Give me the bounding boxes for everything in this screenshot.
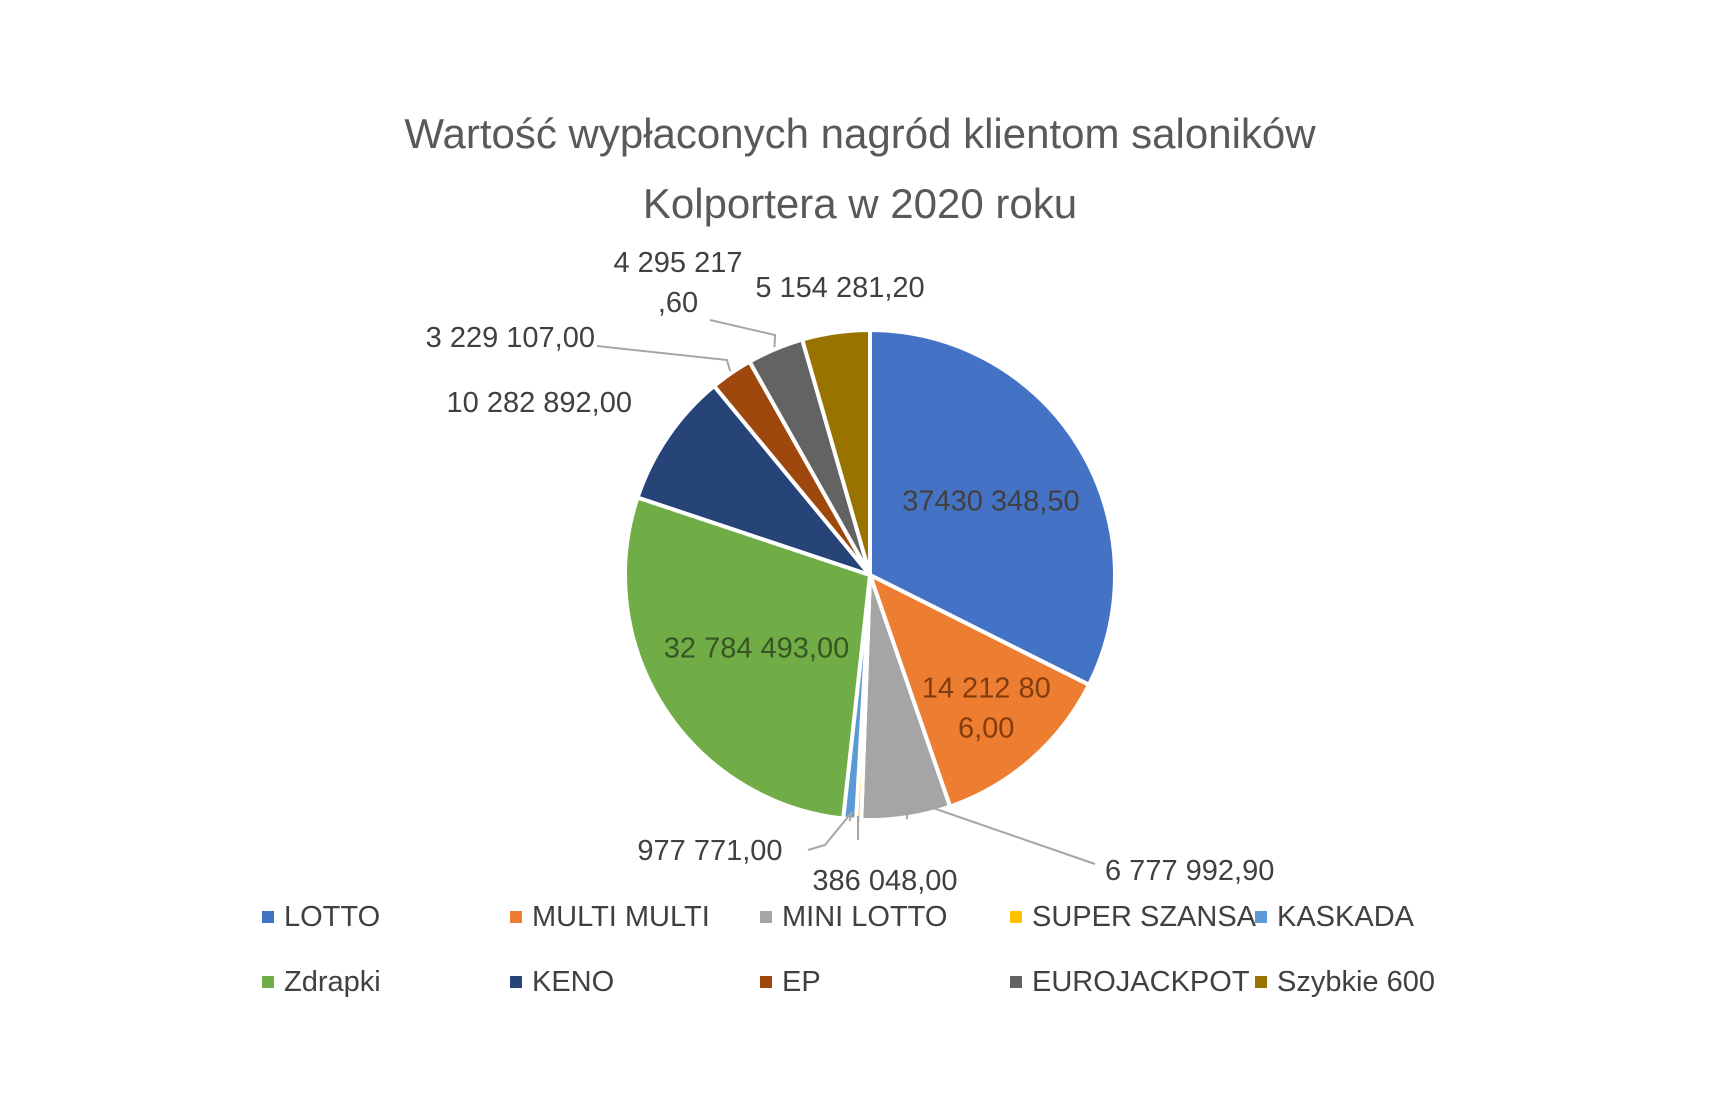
pie-slice-lotto <box>868 328 1117 687</box>
legend-swatch-eurojackpot <box>1010 976 1022 988</box>
leader-lines <box>596 319 1096 865</box>
legend-swatch-keno <box>510 976 522 988</box>
data-label-ep: 3 229 107,00 <box>426 322 595 354</box>
data-label-keno: 10 282 892,00 <box>447 387 632 419</box>
pie-slices <box>623 328 1117 822</box>
data-label-super-szansa: 386 048,00 <box>812 865 957 897</box>
legend-swatch-super-szansa <box>1010 911 1022 923</box>
pie-slice-keno <box>635 383 872 577</box>
data-labels: 37430 348,50 14 212 80 6,00 6 777 992,90 386… <box>426 247 1275 897</box>
data-label-kaskada: 977 771,00 <box>637 835 782 867</box>
leader-line-ep <box>596 345 732 372</box>
legend-swatch-lotto <box>262 911 274 923</box>
legend-label-lotto: LOTTO <box>284 901 380 933</box>
data-label-eurojackpot-line-2: ,60 <box>658 287 698 319</box>
legend-label-zdrapki: Zdrapki <box>284 966 381 998</box>
leader-line-kaskada <box>807 811 853 851</box>
legend-label-mini-lotto: MINI LOTTO <box>782 901 947 933</box>
pie-slice-zdrapki <box>623 495 872 821</box>
legend-swatch-zdrapki <box>262 976 274 988</box>
legend-label-keno: KENO <box>532 966 614 998</box>
data-label-szybkie-600: 5 154 281,20 <box>755 272 924 304</box>
leader-line-eurojackpot <box>709 319 777 348</box>
data-label-eurojackpot-line-1: 4 295 217 <box>613 247 742 279</box>
legend-label-ep: EP <box>782 966 821 998</box>
legend-label-szybkie-600: Szybkie 600 <box>1277 966 1435 998</box>
data-label-zdrapki: 32 784 493,00 <box>664 633 849 665</box>
leader-line-super-szansa <box>857 815 860 840</box>
pie-slice-multi-multi <box>868 573 1091 809</box>
chart-title-line-2: Kolportera w 2020 roku <box>643 180 1077 227</box>
legend-label-eurojackpot: EUROJACKPOT <box>1032 966 1250 998</box>
data-label-multi-multi-line-2: 6,00 <box>958 713 1014 745</box>
legend-swatch-szybkie-600 <box>1255 976 1267 988</box>
legend-swatch-ep <box>760 976 772 988</box>
data-label-mini-lotto: 6 777 992,90 <box>1105 855 1274 887</box>
data-label-lotto: 37430 348,50 <box>902 485 1079 517</box>
legend-label-multi-multi: MULTI MULTI <box>532 901 710 933</box>
legend: LOTTO MULTI MULTI MINI LOTTO SUPER SZANSA KA… <box>262 901 1435 998</box>
chart-title-line-1: Wartość wypłaconych nagród klientom salo… <box>404 110 1316 157</box>
data-label-multi-multi-line-1: 14 212 80 <box>922 673 1051 705</box>
legend-label-kaskada: KASKADA <box>1277 901 1415 933</box>
legend-swatch-mini-lotto <box>760 911 772 923</box>
legend-swatch-multi-multi <box>510 911 522 923</box>
legend-swatch-kaskada <box>1255 911 1267 923</box>
leader-line-mini-lotto <box>905 798 1096 865</box>
legend-label-super-szansa: SUPER SZANSA <box>1032 901 1257 933</box>
pie-slice-szybkie-600 <box>800 328 872 577</box>
